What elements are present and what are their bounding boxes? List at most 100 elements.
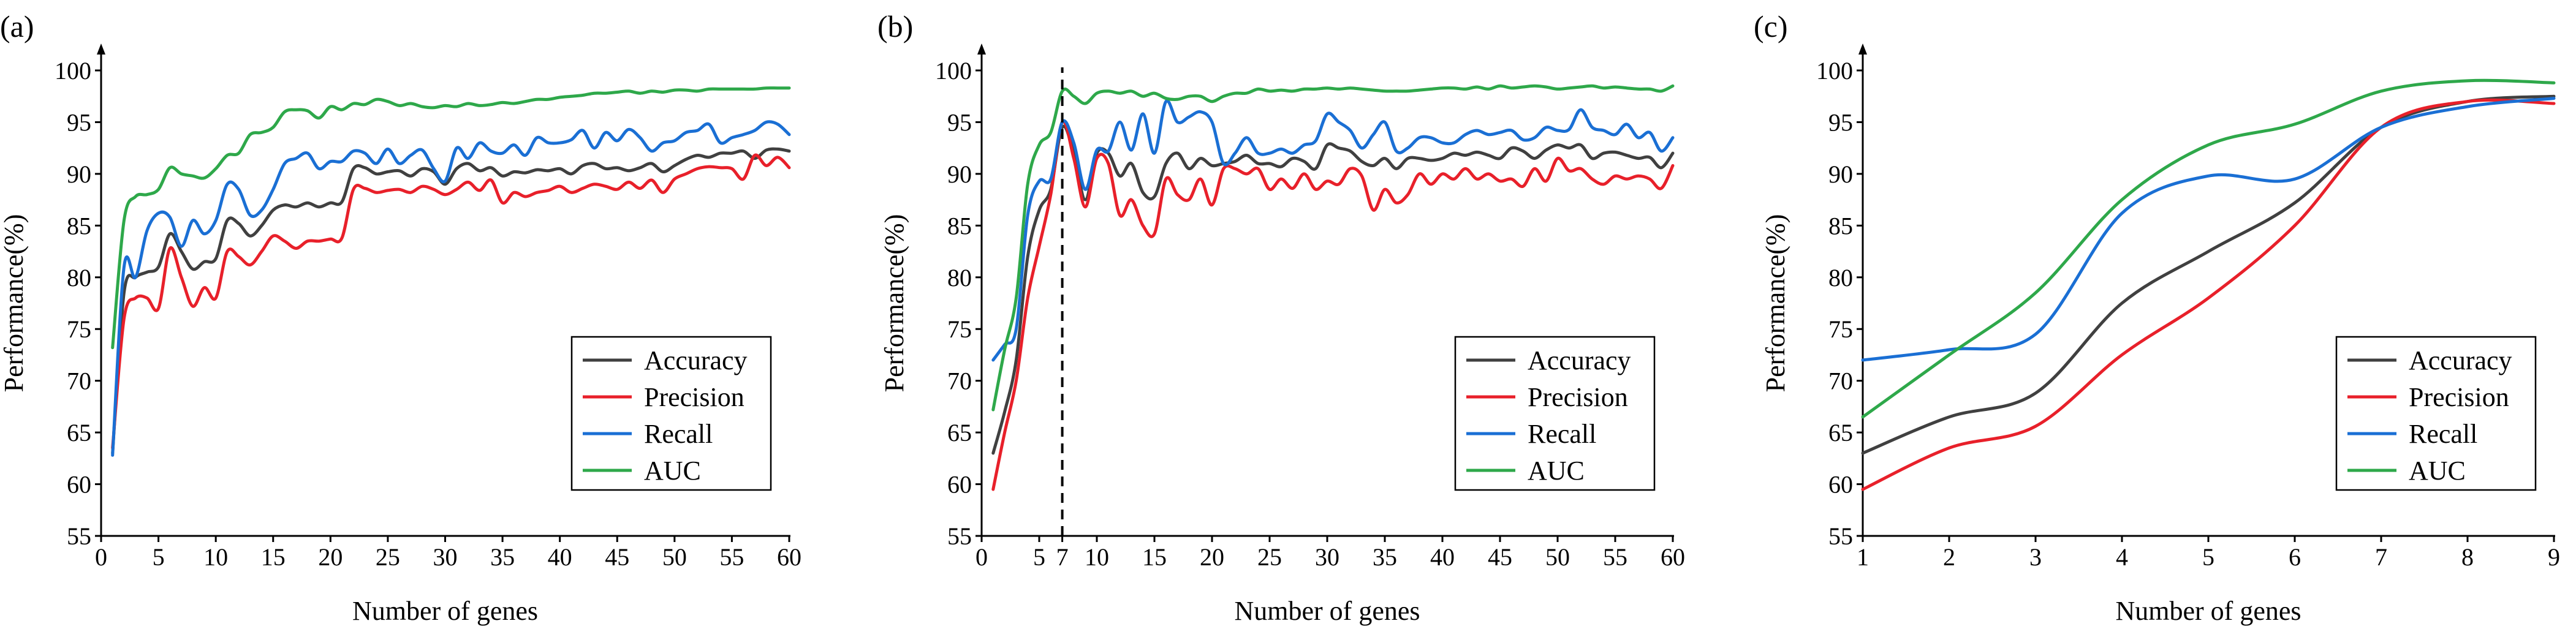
panel-label: (b) xyxy=(877,9,913,43)
y-tick-label: 60 xyxy=(947,471,972,499)
x-tick-label: 5 xyxy=(1033,543,1045,571)
y-tick-label: 65 xyxy=(1828,419,1853,446)
chart-panel-1: (a) 55 60 65 70 75 80 85 90 95 100 0 5 10 15 20 25 30 35 40… xyxy=(0,9,801,626)
y-tick-label: 85 xyxy=(1828,212,1853,239)
series-line-recall xyxy=(1861,97,2556,362)
x-tick-label: 45 xyxy=(605,543,629,571)
x-tick-label: 40 xyxy=(548,543,572,571)
x-tick-label: 30 xyxy=(1315,543,1339,571)
x-tick-label: 0 xyxy=(95,543,107,571)
y-tick-label: 80 xyxy=(947,264,972,292)
legend-entry: AUC xyxy=(644,456,701,486)
legend: Accuracy Precision Recall AUC xyxy=(570,336,772,491)
legend-entry: Precision xyxy=(1528,382,1628,412)
x-tick-label: 10 xyxy=(203,543,228,571)
x-axis-title: Number of genes xyxy=(352,596,538,626)
y-tick-label: 90 xyxy=(67,160,91,188)
y-tick-label: 65 xyxy=(947,419,972,446)
series-line-accuracy xyxy=(111,147,791,455)
y-tick-label: 75 xyxy=(67,315,91,343)
series-line-recall xyxy=(111,120,791,457)
y-tick-label: 90 xyxy=(947,160,972,188)
y-tick-label: 55 xyxy=(947,522,972,550)
legend-box xyxy=(1454,336,1656,491)
y-tick-label: 100 xyxy=(55,57,91,85)
x-tick-label: 20 xyxy=(318,543,343,571)
series-line-accuracy xyxy=(1861,94,2556,455)
series-line-precision xyxy=(1861,98,2556,491)
x-tick-label: 30 xyxy=(433,543,458,571)
series-line-auc xyxy=(111,86,791,350)
legend-box xyxy=(2335,336,2537,491)
legend: Accuracy Precision Recall AUC xyxy=(2335,336,2537,491)
chart-panel-3: (c) 55 60 65 70 75 80 85 90 95 100 1 2 3 4 5 6 7 8 9 Number … xyxy=(1754,9,2560,626)
x-tick-label: 1 xyxy=(1857,543,1869,571)
x-tick-label: 10 xyxy=(1085,543,1109,571)
x-tick-label: 2 xyxy=(1943,543,1955,571)
x-tick-label: 35 xyxy=(1373,543,1397,571)
y-tick-label: 85 xyxy=(67,212,91,239)
y-tick-label: 70 xyxy=(947,367,972,395)
x-tick-label: 7 xyxy=(2375,543,2387,571)
y-axis-arrow-icon xyxy=(977,43,986,55)
legend: Accuracy Precision Recall AUC xyxy=(1454,336,1656,491)
panel-label: (c) xyxy=(1754,9,1788,43)
y-tick-label: 70 xyxy=(67,367,91,395)
legend-entry: Recall xyxy=(2409,419,2477,449)
legend-entry: Precision xyxy=(2409,382,2509,412)
x-tick-label: 9 xyxy=(2548,543,2560,571)
x-tick-label: 15 xyxy=(1142,543,1167,571)
x-tick-label: 55 xyxy=(1603,543,1627,571)
y-axis-title: Performance(%) xyxy=(0,214,29,393)
y-tick-label: 60 xyxy=(1828,471,1853,499)
chart-panel-2: (b) 55 60 65 70 75 80 85 90 95 100 0 5 7 10 15 20 25 30 35 4… xyxy=(877,9,1685,626)
x-tick-label: 55 xyxy=(719,543,744,571)
x-tick-label: 6 xyxy=(2289,543,2301,571)
x-tick-label: 15 xyxy=(261,543,286,571)
legend-entry: Accuracy xyxy=(1528,345,1631,375)
legend-entry: Accuracy xyxy=(2409,345,2512,375)
x-tick-label: 7 xyxy=(1056,543,1069,571)
series-line-precision xyxy=(991,119,1675,491)
y-tick-label: 95 xyxy=(947,108,972,136)
y-tick-label: 85 xyxy=(947,212,972,239)
series-line-auc xyxy=(991,84,1675,412)
legend-entry: Precision xyxy=(644,382,744,412)
y-tick-label: 55 xyxy=(67,522,91,550)
series-line-precision xyxy=(111,153,791,450)
panel-label: (a) xyxy=(0,9,34,43)
x-axis-title: Number of genes xyxy=(1234,596,1420,626)
x-tick-label: 5 xyxy=(2202,543,2214,571)
y-tick-label: 80 xyxy=(1828,264,1853,292)
y-tick-label: 70 xyxy=(1828,367,1853,395)
y-tick-label: 75 xyxy=(1828,315,1853,343)
y-tick-label: 95 xyxy=(1828,108,1853,136)
y-axis-title: Performance(%) xyxy=(879,214,909,393)
y-tick-label: 100 xyxy=(1816,57,1853,85)
x-tick-label: 60 xyxy=(777,543,801,571)
x-axis-title: Number of genes xyxy=(2115,596,2301,626)
y-tick-label: 80 xyxy=(67,264,91,292)
y-tick-label: 95 xyxy=(67,108,91,136)
x-tick-label: 40 xyxy=(1430,543,1455,571)
y-axis-title: Performance(%) xyxy=(1760,214,1790,393)
x-tick-label: 50 xyxy=(662,543,687,571)
series-line-auc xyxy=(1861,78,2556,419)
x-tick-label: 0 xyxy=(975,543,988,571)
legend-entry: AUC xyxy=(2409,456,2466,486)
y-axis-arrow-icon xyxy=(97,43,105,55)
x-tick-label: 4 xyxy=(2116,543,2128,571)
legend-entry: Recall xyxy=(644,419,713,449)
legend-box xyxy=(570,336,772,491)
x-tick-label: 20 xyxy=(1200,543,1224,571)
x-tick-label: 25 xyxy=(1257,543,1282,571)
legend-entry: Recall xyxy=(1528,419,1596,449)
x-tick-label: 60 xyxy=(1661,543,1685,571)
x-tick-label: 3 xyxy=(2029,543,2042,571)
x-tick-label: 8 xyxy=(2461,543,2474,571)
x-tick-label: 35 xyxy=(490,543,515,571)
y-tick-label: 90 xyxy=(1828,160,1853,188)
x-tick-label: 45 xyxy=(1488,543,1512,571)
x-tick-label: 25 xyxy=(376,543,400,571)
